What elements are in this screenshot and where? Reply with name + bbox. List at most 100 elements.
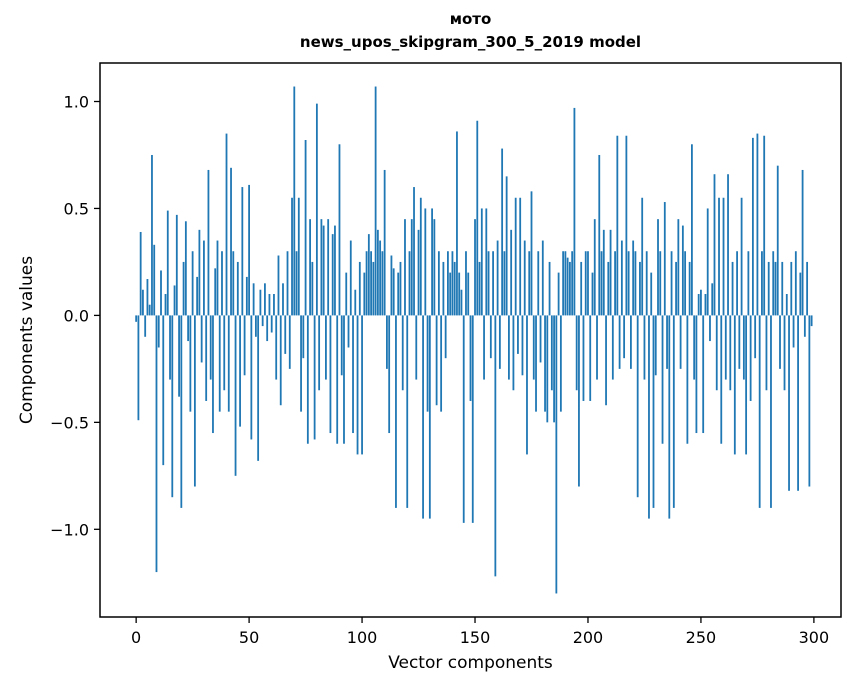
bar bbox=[702, 315, 705, 434]
bar bbox=[643, 315, 646, 380]
bar bbox=[555, 315, 558, 594]
bar bbox=[713, 174, 716, 316]
bar bbox=[483, 315, 485, 380]
bar bbox=[349, 240, 352, 316]
bar bbox=[259, 289, 262, 316]
bar bbox=[205, 315, 208, 401]
bar bbox=[535, 315, 537, 412]
bar bbox=[135, 315, 138, 322]
bar bbox=[639, 261, 641, 316]
bar bbox=[221, 251, 223, 316]
bar bbox=[681, 225, 684, 316]
bar bbox=[686, 315, 689, 444]
bar bbox=[781, 261, 784, 316]
bar bbox=[510, 229, 513, 316]
bar bbox=[148, 304, 151, 316]
bar bbox=[218, 315, 221, 412]
bar bbox=[521, 315, 524, 376]
bar bbox=[160, 270, 162, 316]
bar bbox=[193, 315, 196, 487]
y-axis-label: Components values bbox=[17, 255, 37, 425]
bar bbox=[212, 315, 214, 434]
bar bbox=[589, 315, 592, 401]
bar bbox=[634, 251, 637, 316]
bar bbox=[395, 315, 397, 508]
bar bbox=[293, 86, 296, 316]
bar bbox=[392, 268, 395, 316]
x-tick-label: 150 bbox=[460, 628, 491, 647]
bar bbox=[234, 315, 237, 476]
bar bbox=[440, 315, 443, 412]
bar bbox=[254, 315, 257, 337]
bar bbox=[261, 315, 264, 327]
bar bbox=[691, 144, 693, 316]
bar bbox=[250, 315, 253, 440]
x-axis-label: Vector components bbox=[388, 653, 553, 673]
bar bbox=[327, 219, 330, 316]
bar bbox=[480, 208, 483, 316]
bar bbox=[300, 315, 302, 412]
bar bbox=[291, 197, 293, 316]
bar bbox=[166, 210, 169, 316]
bar bbox=[794, 251, 797, 316]
bar bbox=[498, 315, 501, 369]
bar bbox=[573, 107, 576, 316]
bar bbox=[666, 315, 668, 369]
bar bbox=[607, 261, 610, 316]
bar bbox=[426, 315, 429, 412]
bar bbox=[523, 240, 526, 316]
bar bbox=[451, 251, 454, 316]
bar bbox=[598, 154, 601, 316]
bar bbox=[487, 251, 490, 316]
bar bbox=[422, 315, 424, 519]
bar bbox=[704, 294, 707, 316]
bar bbox=[230, 167, 232, 316]
bar bbox=[600, 251, 603, 316]
bar bbox=[797, 315, 799, 491]
bar bbox=[803, 315, 806, 337]
bar bbox=[566, 257, 569, 316]
bar bbox=[340, 315, 343, 376]
bar bbox=[354, 289, 357, 316]
bar bbox=[792, 315, 795, 348]
bar bbox=[401, 315, 404, 391]
bar bbox=[381, 251, 384, 316]
bar bbox=[532, 315, 535, 380]
bar bbox=[164, 294, 167, 316]
bar bbox=[431, 208, 433, 316]
bar bbox=[652, 315, 655, 508]
bar bbox=[650, 272, 653, 316]
bar bbox=[187, 315, 190, 342]
y-tick-label: −0.5 bbox=[50, 413, 89, 432]
bar bbox=[596, 315, 598, 380]
bar bbox=[541, 240, 544, 316]
bar bbox=[627, 251, 630, 316]
bar bbox=[243, 315, 246, 376]
bar bbox=[171, 315, 174, 498]
bar bbox=[315, 103, 318, 316]
bar bbox=[582, 315, 585, 401]
bar bbox=[659, 251, 662, 316]
bar bbox=[548, 261, 551, 316]
bar bbox=[749, 315, 752, 401]
x-tick-label: 250 bbox=[686, 628, 717, 647]
bar bbox=[379, 240, 382, 316]
bar bbox=[458, 272, 461, 316]
bar bbox=[410, 219, 413, 316]
bar bbox=[700, 289, 702, 316]
bar bbox=[325, 315, 327, 380]
bar bbox=[343, 315, 345, 444]
bar bbox=[754, 315, 757, 359]
y-tick-label: 0.5 bbox=[64, 199, 89, 218]
bar bbox=[146, 279, 149, 316]
bar bbox=[453, 261, 456, 316]
bar bbox=[286, 251, 289, 316]
bar bbox=[390, 255, 393, 316]
bar bbox=[232, 251, 235, 316]
bar bbox=[214, 268, 217, 316]
bar bbox=[476, 120, 479, 316]
bar bbox=[727, 174, 729, 316]
bar bbox=[767, 261, 770, 316]
bar bbox=[605, 315, 607, 406]
bar bbox=[207, 169, 210, 316]
